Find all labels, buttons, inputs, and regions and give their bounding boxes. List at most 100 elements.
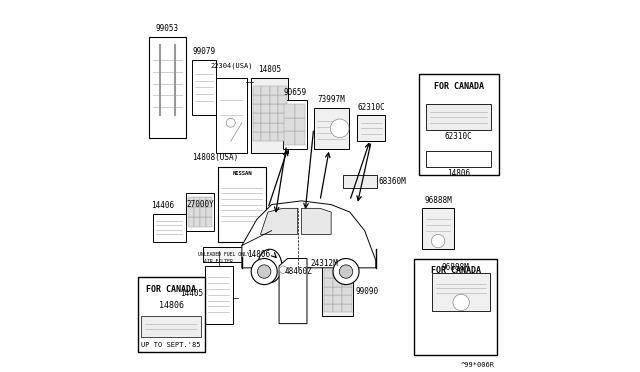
Bar: [284, 131, 295, 145]
Bar: [200, 207, 206, 217]
Bar: [324, 287, 333, 295]
Text: 14806: 14806: [159, 301, 184, 310]
Text: FOR CANADA: FOR CANADA: [433, 82, 484, 91]
Bar: [261, 113, 270, 123]
Bar: [253, 132, 261, 141]
Bar: [141, 316, 201, 337]
Bar: [194, 197, 200, 207]
Bar: [206, 207, 212, 217]
Bar: [278, 113, 287, 123]
Bar: [203, 247, 246, 262]
Text: ^99*006R: ^99*006R: [461, 362, 495, 368]
Text: 96888M: 96888M: [442, 263, 470, 272]
Bar: [413, 259, 497, 355]
Text: 14806: 14806: [248, 250, 271, 259]
Bar: [186, 193, 214, 231]
Bar: [152, 214, 186, 242]
Circle shape: [453, 294, 469, 311]
Bar: [261, 95, 270, 104]
Bar: [324, 295, 333, 304]
Bar: [253, 123, 261, 132]
Bar: [342, 304, 351, 312]
Circle shape: [339, 265, 353, 278]
Polygon shape: [260, 208, 298, 234]
Bar: [200, 217, 206, 227]
Bar: [270, 104, 278, 113]
Text: 90659: 90659: [284, 88, 307, 97]
Bar: [261, 123, 270, 132]
Text: 62310C: 62310C: [445, 132, 472, 141]
Bar: [194, 217, 200, 227]
Bar: [218, 167, 266, 242]
Bar: [200, 197, 206, 207]
Text: FOR CANADA: FOR CANADA: [431, 266, 481, 275]
Text: 27000Y: 27000Y: [186, 200, 214, 209]
Bar: [426, 104, 491, 130]
Bar: [314, 108, 349, 149]
Bar: [344, 175, 377, 188]
Bar: [253, 86, 261, 95]
Text: AIR FILTER: AIR FILTER: [204, 259, 233, 264]
Text: 14405: 14405: [180, 289, 203, 298]
Bar: [138, 277, 205, 352]
Bar: [324, 304, 333, 312]
Bar: [324, 270, 333, 278]
Bar: [419, 74, 499, 175]
Bar: [278, 132, 287, 141]
Text: 14806: 14806: [447, 169, 470, 178]
Text: 48460Z: 48460Z: [285, 267, 312, 276]
Text: 14805: 14805: [258, 65, 282, 74]
Bar: [342, 287, 351, 295]
Text: 14808(USA): 14808(USA): [191, 153, 238, 162]
Bar: [295, 131, 305, 145]
Text: 99053: 99053: [156, 25, 179, 33]
Bar: [324, 278, 333, 287]
Bar: [188, 207, 194, 217]
Bar: [261, 132, 270, 141]
Bar: [295, 118, 305, 131]
Bar: [284, 104, 295, 118]
Text: 62310C: 62310C: [357, 103, 385, 112]
Bar: [278, 123, 287, 132]
Bar: [333, 287, 342, 295]
Bar: [333, 278, 342, 287]
Bar: [342, 295, 351, 304]
Text: 14406: 14406: [151, 201, 174, 210]
Bar: [253, 113, 261, 123]
Circle shape: [251, 259, 277, 285]
Bar: [422, 208, 454, 249]
Bar: [283, 100, 307, 149]
Circle shape: [333, 259, 359, 285]
Bar: [357, 115, 385, 141]
Bar: [270, 86, 278, 95]
Bar: [278, 95, 287, 104]
Circle shape: [257, 265, 271, 278]
Bar: [191, 60, 216, 115]
Text: UP TO SEPT.'85: UP TO SEPT.'85: [141, 342, 201, 348]
Circle shape: [431, 234, 445, 248]
Bar: [342, 270, 351, 278]
Bar: [333, 304, 342, 312]
Bar: [278, 104, 287, 113]
Bar: [270, 132, 278, 141]
Circle shape: [227, 118, 235, 127]
Bar: [194, 207, 200, 217]
Bar: [188, 217, 194, 227]
Bar: [261, 104, 270, 113]
Bar: [251, 78, 289, 153]
Bar: [206, 197, 212, 207]
Bar: [295, 104, 305, 118]
Bar: [261, 86, 270, 95]
Text: 96888M: 96888M: [424, 196, 452, 205]
Text: UNLEADED FUEL ONLY: UNLEADED FUEL ONLY: [198, 252, 250, 257]
Bar: [342, 278, 351, 287]
Circle shape: [280, 266, 287, 273]
Bar: [206, 217, 212, 227]
Bar: [284, 118, 295, 131]
Circle shape: [330, 119, 349, 138]
Bar: [253, 95, 261, 104]
Ellipse shape: [258, 249, 282, 283]
Bar: [270, 113, 278, 123]
Bar: [253, 104, 261, 113]
Bar: [188, 197, 194, 207]
